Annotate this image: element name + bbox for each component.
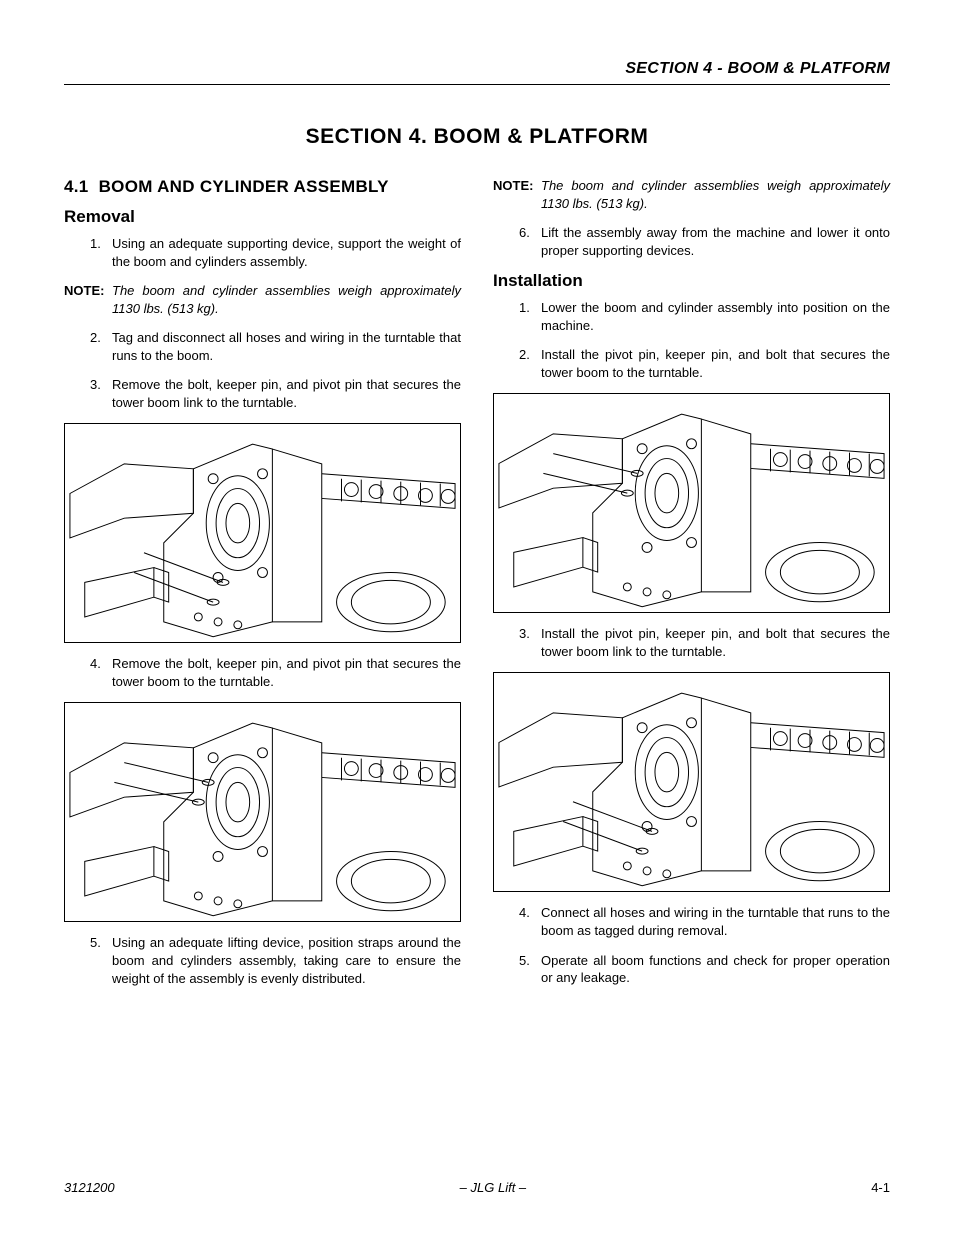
install-steps-4-5: Connect all hoses and wiring in the turn… [493, 904, 890, 986]
step-item: Operate all boom functions and check for… [493, 952, 890, 987]
removal-steps-5: Using an adequate lifting device, positi… [64, 934, 461, 987]
removal-steps-4: Remove the bolt, keeper pin, and pivot p… [64, 655, 461, 690]
footer-page-number: 4-1 [871, 1180, 890, 1195]
running-header: SECTION 4 - BOOM & PLATFORM [64, 60, 890, 85]
content-columns: 4.1 BOOM AND CYLINDER ASSEMBLY Removal U… [64, 177, 890, 999]
note-label: NOTE: [64, 282, 104, 300]
step-item: Connect all hoses and wiring in the turn… [493, 904, 890, 939]
footer-doc-number: 3121200 [64, 1180, 115, 1195]
note-text: The boom and cylinder assemblies weigh a… [541, 178, 890, 211]
heading-text: BOOM AND CYLINDER ASSEMBLY [99, 177, 389, 196]
install-steps-1-2: Lower the boom and cylinder assembly int… [493, 299, 890, 381]
heading-installation: Installation [493, 271, 890, 291]
note-block: NOTE: The boom and cylinder assemblies w… [64, 282, 461, 317]
removal-steps-2-3: Tag and disconnect all hoses and wiring … [64, 329, 461, 411]
step-item: Install the pivot pin, keeper pin, and b… [493, 346, 890, 381]
page-footer: 3121200 – JLG Lift – 4-1 [64, 1180, 890, 1195]
footer-brand: – JLG Lift – [460, 1180, 526, 1195]
figure-install-boom [493, 393, 890, 613]
removal-steps-6: Lift the assembly away from the machine … [493, 224, 890, 259]
step-item: Remove the bolt, keeper pin, and pivot p… [64, 655, 461, 690]
heading-number: 4.1 [64, 177, 89, 196]
note-block: NOTE: The boom and cylinder assemblies w… [493, 177, 890, 212]
left-column: 4.1 BOOM AND CYLINDER ASSEMBLY Removal U… [64, 177, 461, 999]
note-label: NOTE: [493, 177, 533, 195]
step-item: Install the pivot pin, keeper pin, and b… [493, 625, 890, 660]
figure-turntable-link [64, 423, 461, 643]
section-title: SECTION 4. BOOM & PLATFORM [64, 125, 890, 149]
step-item: Remove the bolt, keeper pin, and pivot p… [64, 376, 461, 411]
step-item: Using an adequate supporting device, sup… [64, 235, 461, 270]
figure-install-link [493, 672, 890, 892]
step-item: Using an adequate lifting device, positi… [64, 934, 461, 987]
page: SECTION 4 - BOOM & PLATFORM SECTION 4. B… [0, 0, 954, 1235]
install-steps-3: Install the pivot pin, keeper pin, and b… [493, 625, 890, 660]
step-item: Lift the assembly away from the machine … [493, 224, 890, 259]
heading-4-1: 4.1 BOOM AND CYLINDER ASSEMBLY [64, 177, 461, 197]
heading-removal: Removal [64, 207, 461, 227]
step-item: Tag and disconnect all hoses and wiring … [64, 329, 461, 364]
figure-turntable-boom [64, 702, 461, 922]
right-column: NOTE: The boom and cylinder assemblies w… [493, 177, 890, 999]
step-item: Lower the boom and cylinder assembly int… [493, 299, 890, 334]
note-text: The boom and cylinder assemblies weigh a… [112, 283, 461, 316]
removal-steps-1: Using an adequate supporting device, sup… [64, 235, 461, 270]
